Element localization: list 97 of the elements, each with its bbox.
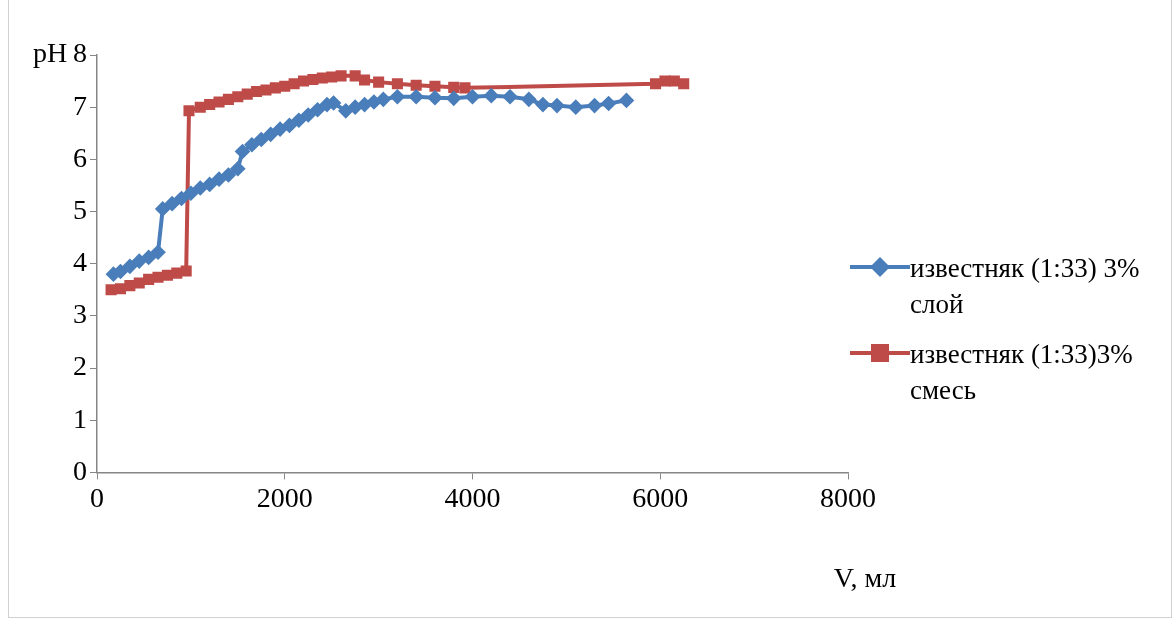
point (221, 168, 236, 182)
point (251, 85, 263, 98)
point (288, 78, 300, 90)
point (183, 186, 198, 201)
point (668, 75, 680, 87)
y-tick-label: 3 (73, 298, 87, 330)
point (366, 94, 381, 109)
point (448, 81, 460, 93)
point (549, 98, 564, 113)
point (282, 118, 297, 133)
point (143, 273, 155, 285)
point (263, 127, 278, 142)
point (587, 98, 602, 113)
y-tick-label: 6 (73, 141, 87, 173)
x-tick-label: 2000 (256, 481, 313, 513)
y-tick-label: 0 (73, 454, 87, 486)
x-axis-title: V, мл (833, 562, 897, 594)
point (180, 265, 192, 277)
point (132, 254, 147, 269)
point (521, 92, 536, 107)
point (105, 284, 117, 296)
point (316, 72, 328, 84)
point (222, 93, 234, 105)
point (194, 101, 206, 113)
point (212, 172, 227, 187)
point (335, 70, 347, 82)
point (484, 88, 499, 103)
point (307, 73, 319, 86)
point (232, 91, 244, 103)
point (124, 280, 136, 292)
point (244, 137, 259, 152)
point (359, 74, 371, 86)
point (391, 78, 403, 90)
point (410, 79, 422, 91)
x-tick-label: 4000 (444, 481, 501, 513)
point (650, 78, 662, 90)
point (465, 89, 480, 104)
point (241, 88, 253, 100)
point (429, 80, 441, 92)
point (174, 191, 189, 206)
y-tick-label: 7 (73, 89, 87, 121)
legend-label: известняк (1:33) 3% слой (910, 252, 1141, 321)
point (202, 177, 217, 192)
point (193, 181, 208, 196)
y-tick-label: 1 (73, 402, 87, 434)
point (254, 132, 269, 147)
point (619, 93, 634, 108)
point (165, 196, 180, 211)
x-tick-label: 8000 (820, 481, 876, 513)
point (376, 92, 391, 107)
point (133, 277, 145, 289)
y-tick-label: 2 (73, 350, 87, 382)
point (151, 245, 166, 260)
point (291, 113, 306, 128)
point (122, 259, 137, 274)
x-tick-label: 6000 (632, 481, 689, 513)
point (297, 75, 310, 87)
point (349, 70, 361, 82)
point (409, 89, 424, 104)
point (338, 103, 353, 118)
point (141, 250, 156, 265)
point (427, 90, 442, 105)
point (114, 283, 126, 295)
point (273, 122, 288, 137)
y-tick-label: 4 (73, 246, 87, 278)
point (183, 105, 195, 117)
point (269, 82, 281, 94)
point (678, 78, 690, 90)
point (171, 267, 183, 279)
point (348, 100, 363, 115)
point (446, 91, 461, 106)
point (535, 97, 550, 112)
point (235, 144, 250, 159)
y-tick-label: 8 (73, 37, 87, 69)
y-tick-label: 5 (73, 193, 87, 225)
point (459, 82, 471, 94)
point (301, 108, 316, 122)
point (213, 96, 225, 108)
point (601, 96, 616, 111)
point (357, 97, 372, 112)
point (568, 100, 583, 115)
point (390, 89, 405, 104)
y-axis-title: pH (33, 37, 68, 69)
point (152, 271, 164, 283)
point (155, 201, 170, 216)
point (310, 102, 325, 117)
point (260, 84, 272, 96)
point (161, 269, 173, 281)
point (113, 264, 128, 279)
point (279, 80, 291, 92)
point (373, 76, 385, 88)
legend-label: известняк (1:33)3% смесь (910, 338, 1134, 407)
point (204, 99, 216, 111)
point (230, 161, 245, 176)
point (503, 89, 518, 104)
point (326, 71, 338, 83)
point (659, 75, 671, 87)
